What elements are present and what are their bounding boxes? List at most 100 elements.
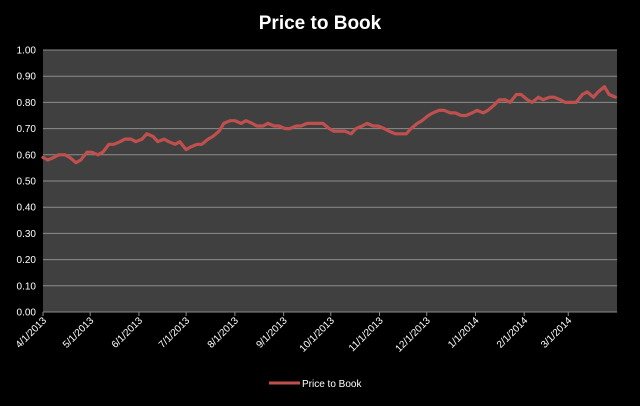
data-point bbox=[317, 122, 320, 125]
data-point bbox=[310, 122, 314, 125]
data-point bbox=[614, 96, 617, 99]
data-point bbox=[306, 122, 309, 125]
data-point bbox=[570, 101, 573, 104]
data-point bbox=[493, 103, 496, 107]
data-point bbox=[563, 101, 567, 104]
data-point bbox=[504, 98, 507, 102]
data-point bbox=[273, 124, 276, 128]
x-tick-label: 4/1/2013 bbox=[14, 315, 50, 351]
data-point bbox=[173, 143, 177, 146]
data-point bbox=[497, 98, 501, 102]
data-point bbox=[211, 135, 214, 138]
data-point bbox=[189, 145, 192, 149]
data-point bbox=[299, 124, 303, 128]
data-point bbox=[156, 140, 159, 143]
data-point bbox=[508, 101, 512, 104]
y-tick-label: 0.50 bbox=[17, 177, 37, 188]
data-point bbox=[266, 122, 270, 125]
y-tick-label: 0.70 bbox=[17, 124, 37, 135]
data-point bbox=[63, 153, 67, 156]
chart-title: Price to Book bbox=[259, 13, 382, 34]
legend-label: Price to Book bbox=[302, 379, 362, 390]
data-point bbox=[233, 119, 237, 122]
data-point bbox=[519, 93, 523, 96]
y-tick-label: 0.60 bbox=[17, 150, 37, 161]
data-point bbox=[162, 137, 166, 141]
data-point bbox=[427, 114, 430, 117]
data-point bbox=[559, 98, 562, 102]
data-point bbox=[581, 93, 584, 96]
data-point bbox=[515, 93, 518, 96]
data-point bbox=[184, 148, 188, 151]
x-tick-label: 3/1/2014 bbox=[539, 315, 575, 351]
data-point bbox=[178, 140, 181, 143]
data-point bbox=[442, 109, 446, 112]
data-point bbox=[200, 143, 203, 146]
y-axis-ticks: 0.00 0.10 0.20 0.30 0.40 0.50 0.60 0.70 0.80 0.90… bbox=[17, 46, 37, 319]
data-point bbox=[409, 127, 413, 130]
data-point bbox=[101, 151, 105, 154]
data-point bbox=[57, 153, 60, 156]
y-tick-label: 0.20 bbox=[17, 255, 37, 266]
data-point bbox=[603, 85, 606, 88]
gridlines bbox=[43, 49, 617, 313]
data-point bbox=[321, 122, 325, 125]
data-point bbox=[420, 119, 424, 122]
data-point bbox=[449, 111, 452, 115]
data-point bbox=[354, 127, 358, 130]
data-point bbox=[68, 156, 71, 159]
data-point bbox=[460, 114, 463, 117]
data-point bbox=[239, 122, 243, 125]
data-point bbox=[74, 161, 78, 164]
data-point bbox=[96, 153, 100, 156]
x-tick-label: 1/1/2014 bbox=[446, 315, 482, 351]
data-point bbox=[526, 98, 529, 102]
data-point bbox=[244, 119, 248, 122]
data-point bbox=[339, 130, 342, 133]
data-point bbox=[129, 137, 133, 141]
data-point bbox=[372, 124, 375, 128]
y-tick-label: 0.00 bbox=[17, 308, 37, 319]
x-tick-label: 7/1/2013 bbox=[157, 315, 193, 351]
data-point bbox=[592, 96, 595, 99]
legend: Price to Book bbox=[269, 379, 362, 390]
data-point bbox=[343, 130, 347, 133]
data-point bbox=[350, 132, 353, 135]
data-point bbox=[398, 132, 402, 135]
data-point bbox=[328, 127, 331, 130]
data-point bbox=[85, 151, 89, 154]
data-point bbox=[228, 119, 232, 122]
data-point bbox=[438, 109, 441, 112]
data-point bbox=[361, 124, 364, 128]
data-point bbox=[365, 122, 369, 125]
x-tick-label: 10/1/2013 bbox=[298, 315, 338, 355]
x-tick-label: 11/1/2013 bbox=[347, 315, 386, 354]
data-point bbox=[552, 96, 556, 99]
data-point bbox=[90, 151, 94, 154]
series-layer bbox=[41, 85, 617, 165]
data-point bbox=[585, 90, 589, 94]
data-point bbox=[262, 124, 265, 128]
data-point bbox=[548, 96, 551, 99]
x-tick-label: 12/1/2013 bbox=[394, 315, 434, 355]
data-point bbox=[530, 101, 534, 104]
data-point bbox=[167, 140, 170, 143]
data-point bbox=[134, 140, 137, 143]
data-point bbox=[145, 132, 148, 135]
data-point bbox=[195, 143, 199, 146]
data-point bbox=[394, 132, 397, 135]
data-point bbox=[118, 140, 122, 143]
data-point bbox=[206, 137, 210, 141]
data-point bbox=[295, 124, 298, 128]
data-point bbox=[475, 109, 479, 112]
data-point bbox=[52, 156, 56, 159]
data-point bbox=[251, 122, 254, 125]
data-point bbox=[464, 114, 468, 117]
data-point bbox=[471, 111, 474, 115]
data-point bbox=[383, 127, 386, 130]
x-tick-label: 8/1/2013 bbox=[206, 315, 242, 351]
data-point bbox=[284, 127, 287, 130]
data-point bbox=[405, 132, 408, 135]
x-axis-ticks: 4/1/2013 5/1/2013 6/1/2013 7/1/2013 8/1/2013… bbox=[14, 312, 575, 355]
